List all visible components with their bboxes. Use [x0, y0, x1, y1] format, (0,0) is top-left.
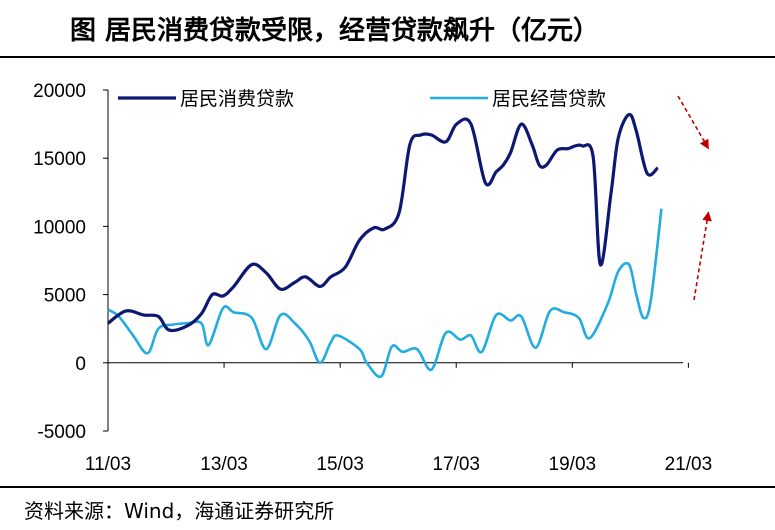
y-tick-label: 15000: [33, 149, 86, 170]
y-tick-label: -5000: [37, 422, 86, 443]
source-note: 资料来源：Wind，海通证券研究所: [0, 486, 775, 530]
x-tick-label: 13/03: [200, 454, 248, 475]
series-line-business-loans: [107, 208, 663, 379]
x-tick-label: 19/03: [549, 454, 597, 475]
y-tick-label: 20000: [33, 81, 86, 102]
legend-label: 居民消费贷款: [180, 88, 294, 110]
up-arrow: [693, 211, 712, 301]
trend-arrows: [677, 95, 712, 301]
chart-title: 图 居民消费贷款受限，经营贷款飙升（亿元）: [0, 0, 775, 58]
y-tick-label: 10000: [33, 217, 86, 238]
series-layer: [107, 112, 663, 379]
legend-label: 居民经营贷款: [492, 88, 606, 110]
y-tick-label: 5000: [44, 286, 86, 307]
x-tick-label: 11/03: [85, 454, 131, 475]
x-tick-label: 21/03: [665, 454, 713, 475]
chart-legend: 居民消费贷款 居民经营贷款: [118, 88, 606, 110]
y-tick-label: 0: [75, 354, 86, 375]
chart-axes: -5000 0 5000 10000 15000 20000 11/03 13/03 15/03…: [33, 81, 712, 475]
down-arrow: [677, 95, 709, 150]
x-tick-label: 15/03: [316, 454, 364, 475]
x-tick-label: 17/03: [432, 454, 480, 475]
series-line-consumer-loans: [107, 112, 659, 333]
